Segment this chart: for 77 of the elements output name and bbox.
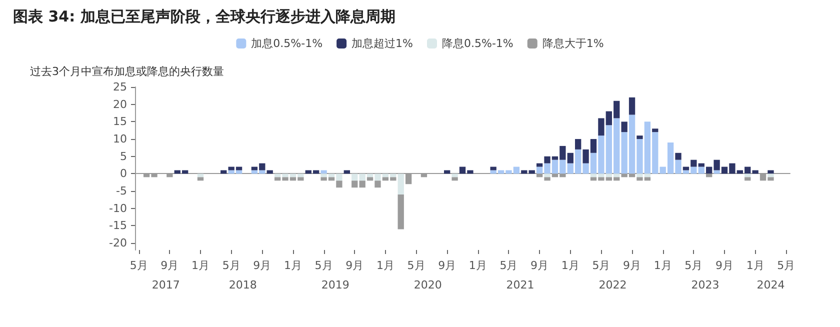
x-tick-label: 5月 (314, 259, 333, 272)
y-tick-label: -20 (109, 236, 127, 250)
bar (521, 170, 528, 174)
x-tick-label: 5月 (777, 259, 796, 272)
bar (398, 194, 404, 230)
y-tick-label: -10 (109, 202, 127, 215)
y-tick-label: 20 (113, 98, 127, 111)
bar (197, 174, 204, 178)
text: 2017 (152, 278, 180, 292)
bar (444, 170, 450, 174)
bar (621, 122, 628, 132)
chart-title: 图表 34: 加息已至尾声阶段，全球央行逐步进入降息周期 (13, 8, 396, 26)
x-tick-label: 9月 (438, 259, 456, 272)
legend-label: 加息0.5%-1% (251, 37, 323, 50)
bar (266, 170, 273, 174)
legend-label: 降息0.5%-1% (442, 37, 514, 50)
bar (452, 174, 458, 178)
bar (636, 136, 643, 140)
x-tick-label: 1月 (192, 259, 210, 272)
x-tick-label: 9月 (623, 259, 642, 272)
legend-label: 加息超过1% (352, 37, 413, 50)
x-tick-label: 5月 (500, 259, 518, 272)
bar (374, 180, 381, 188)
bar (536, 163, 543, 167)
x-tick-label: 1月 (746, 259, 764, 272)
x-tick-label: 1月 (654, 259, 672, 272)
bar (452, 177, 458, 181)
y-tick-label: -15 (109, 219, 127, 232)
bar (544, 177, 550, 181)
text: 2018 (228, 278, 257, 292)
bar (544, 174, 550, 178)
bar (366, 177, 374, 181)
x-tick-label: 1月 (376, 259, 394, 272)
x-tick-label: 9月 (160, 259, 179, 272)
x-tick-label: 9月 (530, 259, 549, 272)
x-tick-label: 9月 (716, 259, 734, 272)
text: 2022 (598, 278, 627, 292)
x-tick-label: 5月 (407, 259, 426, 272)
bar (336, 180, 342, 188)
bar (744, 174, 751, 178)
bar (768, 174, 774, 178)
bar (490, 166, 496, 170)
y-axis-title: 过去3个月中宣布加息或降息的央行数量 (30, 65, 224, 78)
bar (528, 170, 535, 174)
text: 2019 (321, 278, 350, 292)
text: 2024 (756, 278, 785, 292)
y-tick-label: 25 (113, 80, 127, 94)
text: 2023 (691, 278, 720, 292)
bar (220, 170, 227, 174)
y-tick-label: 5 (120, 150, 127, 163)
x-tick-label: 1月 (284, 259, 302, 272)
x-tick-label: 1月 (561, 259, 580, 272)
x-tick-label: 5月 (592, 259, 610, 272)
bar (575, 139, 582, 150)
bar (744, 177, 751, 181)
bar (652, 128, 658, 132)
x-tick-label: 5月 (130, 259, 148, 272)
text: 2021 (506, 278, 534, 292)
x-tick-label: 9月 (253, 259, 272, 272)
bar (197, 177, 204, 181)
bar (320, 170, 327, 174)
bar (714, 170, 720, 174)
x-tick-label: 9月 (346, 259, 364, 272)
bar (768, 170, 774, 174)
x-tick-label: 1月 (468, 259, 487, 272)
text: 2020 (414, 278, 442, 292)
y-tick-label: 0 (120, 167, 127, 180)
bar (628, 97, 636, 115)
x-tick-label: 5月 (222, 259, 240, 272)
legend-label: 降息大于1% (542, 37, 604, 50)
bar (344, 170, 350, 174)
bar (398, 174, 404, 195)
y-tick-label: 10 (113, 132, 127, 146)
bar (675, 152, 682, 160)
y-tick-label: 15 (113, 115, 127, 128)
x-tick-label: 5月 (684, 259, 703, 272)
y-tick-label: -5 (116, 184, 127, 198)
